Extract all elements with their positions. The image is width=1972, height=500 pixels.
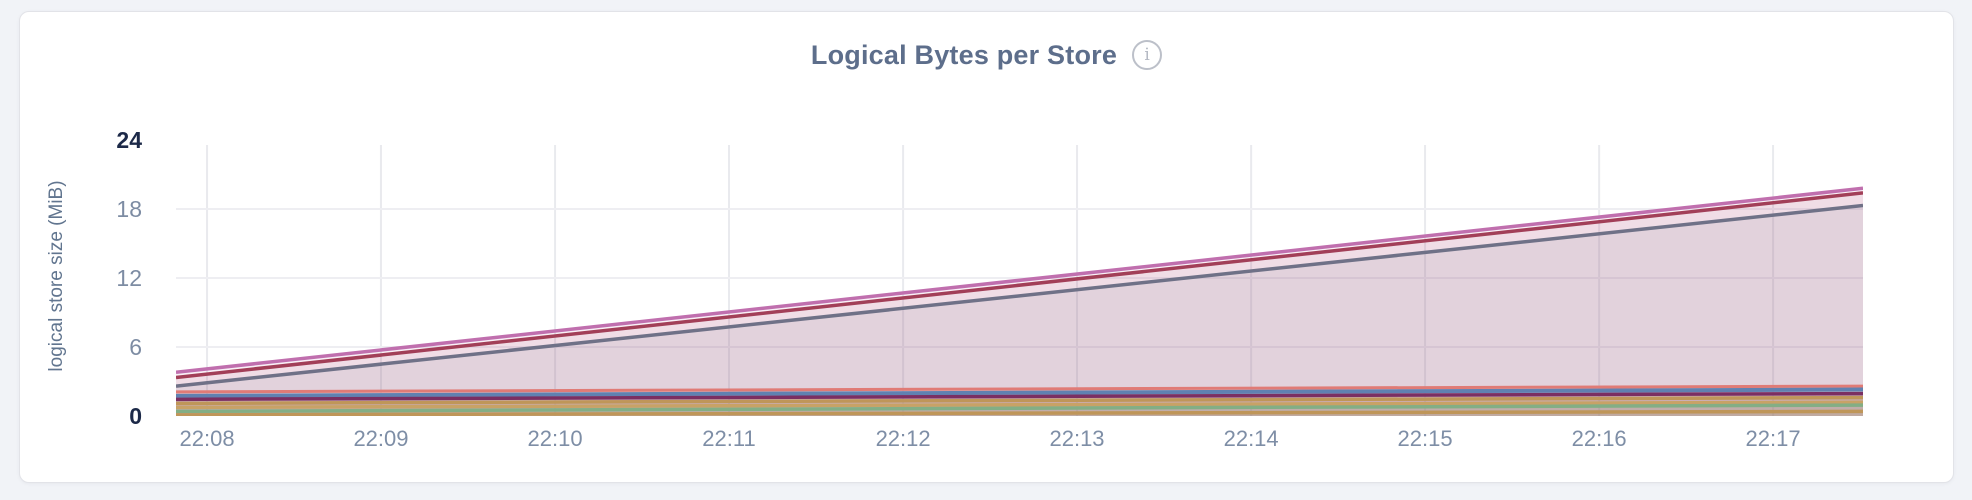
series-area-store-crimson <box>176 192 1863 416</box>
x-tick-label: 22:15 <box>1397 426 1453 451</box>
series-area-store-pink <box>176 188 1863 416</box>
y-tick-labels: 0 6 12 18 24 <box>20 127 142 429</box>
series-area-store-slate <box>176 205 1863 416</box>
x-tick-label: 22:17 <box>1745 426 1801 451</box>
chart-card: Logical Bytes per Store i logical store … <box>19 11 1954 483</box>
x-tick-label: 22:16 <box>1571 426 1627 451</box>
y-tick-label: 12 <box>116 265 142 291</box>
chart-plot <box>176 145 1863 416</box>
x-tick-labels: 22:08 22:09 22:10 22:11 22:12 22:13 22:14 22:15… <box>176 426 1863 456</box>
series-line-store-steel-blue <box>176 387 1863 398</box>
y-tick-label: 24 <box>116 127 142 153</box>
chart-title: Logical Bytes per Store <box>810 39 1118 70</box>
series-line-store-green <box>176 403 1863 414</box>
series-line-store-pink <box>176 186 1863 375</box>
chart-header: Logical Bytes per Store i <box>20 38 1953 72</box>
y-tick-label: 0 <box>129 403 142 429</box>
series-line-store-crimson <box>176 191 1863 380</box>
x-tick-label: 22:12 <box>875 426 931 451</box>
series-line-store-tan-2 <box>176 400 1863 410</box>
series-line-store-magenta <box>176 391 1863 402</box>
x-tick-label: 22:11 <box>702 426 756 451</box>
y-tick-label: 6 <box>129 334 142 360</box>
info-icon[interactable]: i <box>1132 40 1163 70</box>
y-tick-label: 18 <box>116 196 142 222</box>
x-tick-label: 22:09 <box>353 426 409 451</box>
x-tick-label: 22:14 <box>1223 426 1279 451</box>
series-line-store-slate <box>176 203 1863 388</box>
x-tick-label: 22:10 <box>527 426 583 451</box>
x-tick-label: 22:08 <box>179 426 235 451</box>
series-line-store-salmon <box>176 384 1863 394</box>
series-line-store-tan-3 <box>176 409 1863 416</box>
series-line-store-tan-1 <box>176 395 1863 406</box>
x-tick-label: 22:13 <box>1049 426 1105 451</box>
